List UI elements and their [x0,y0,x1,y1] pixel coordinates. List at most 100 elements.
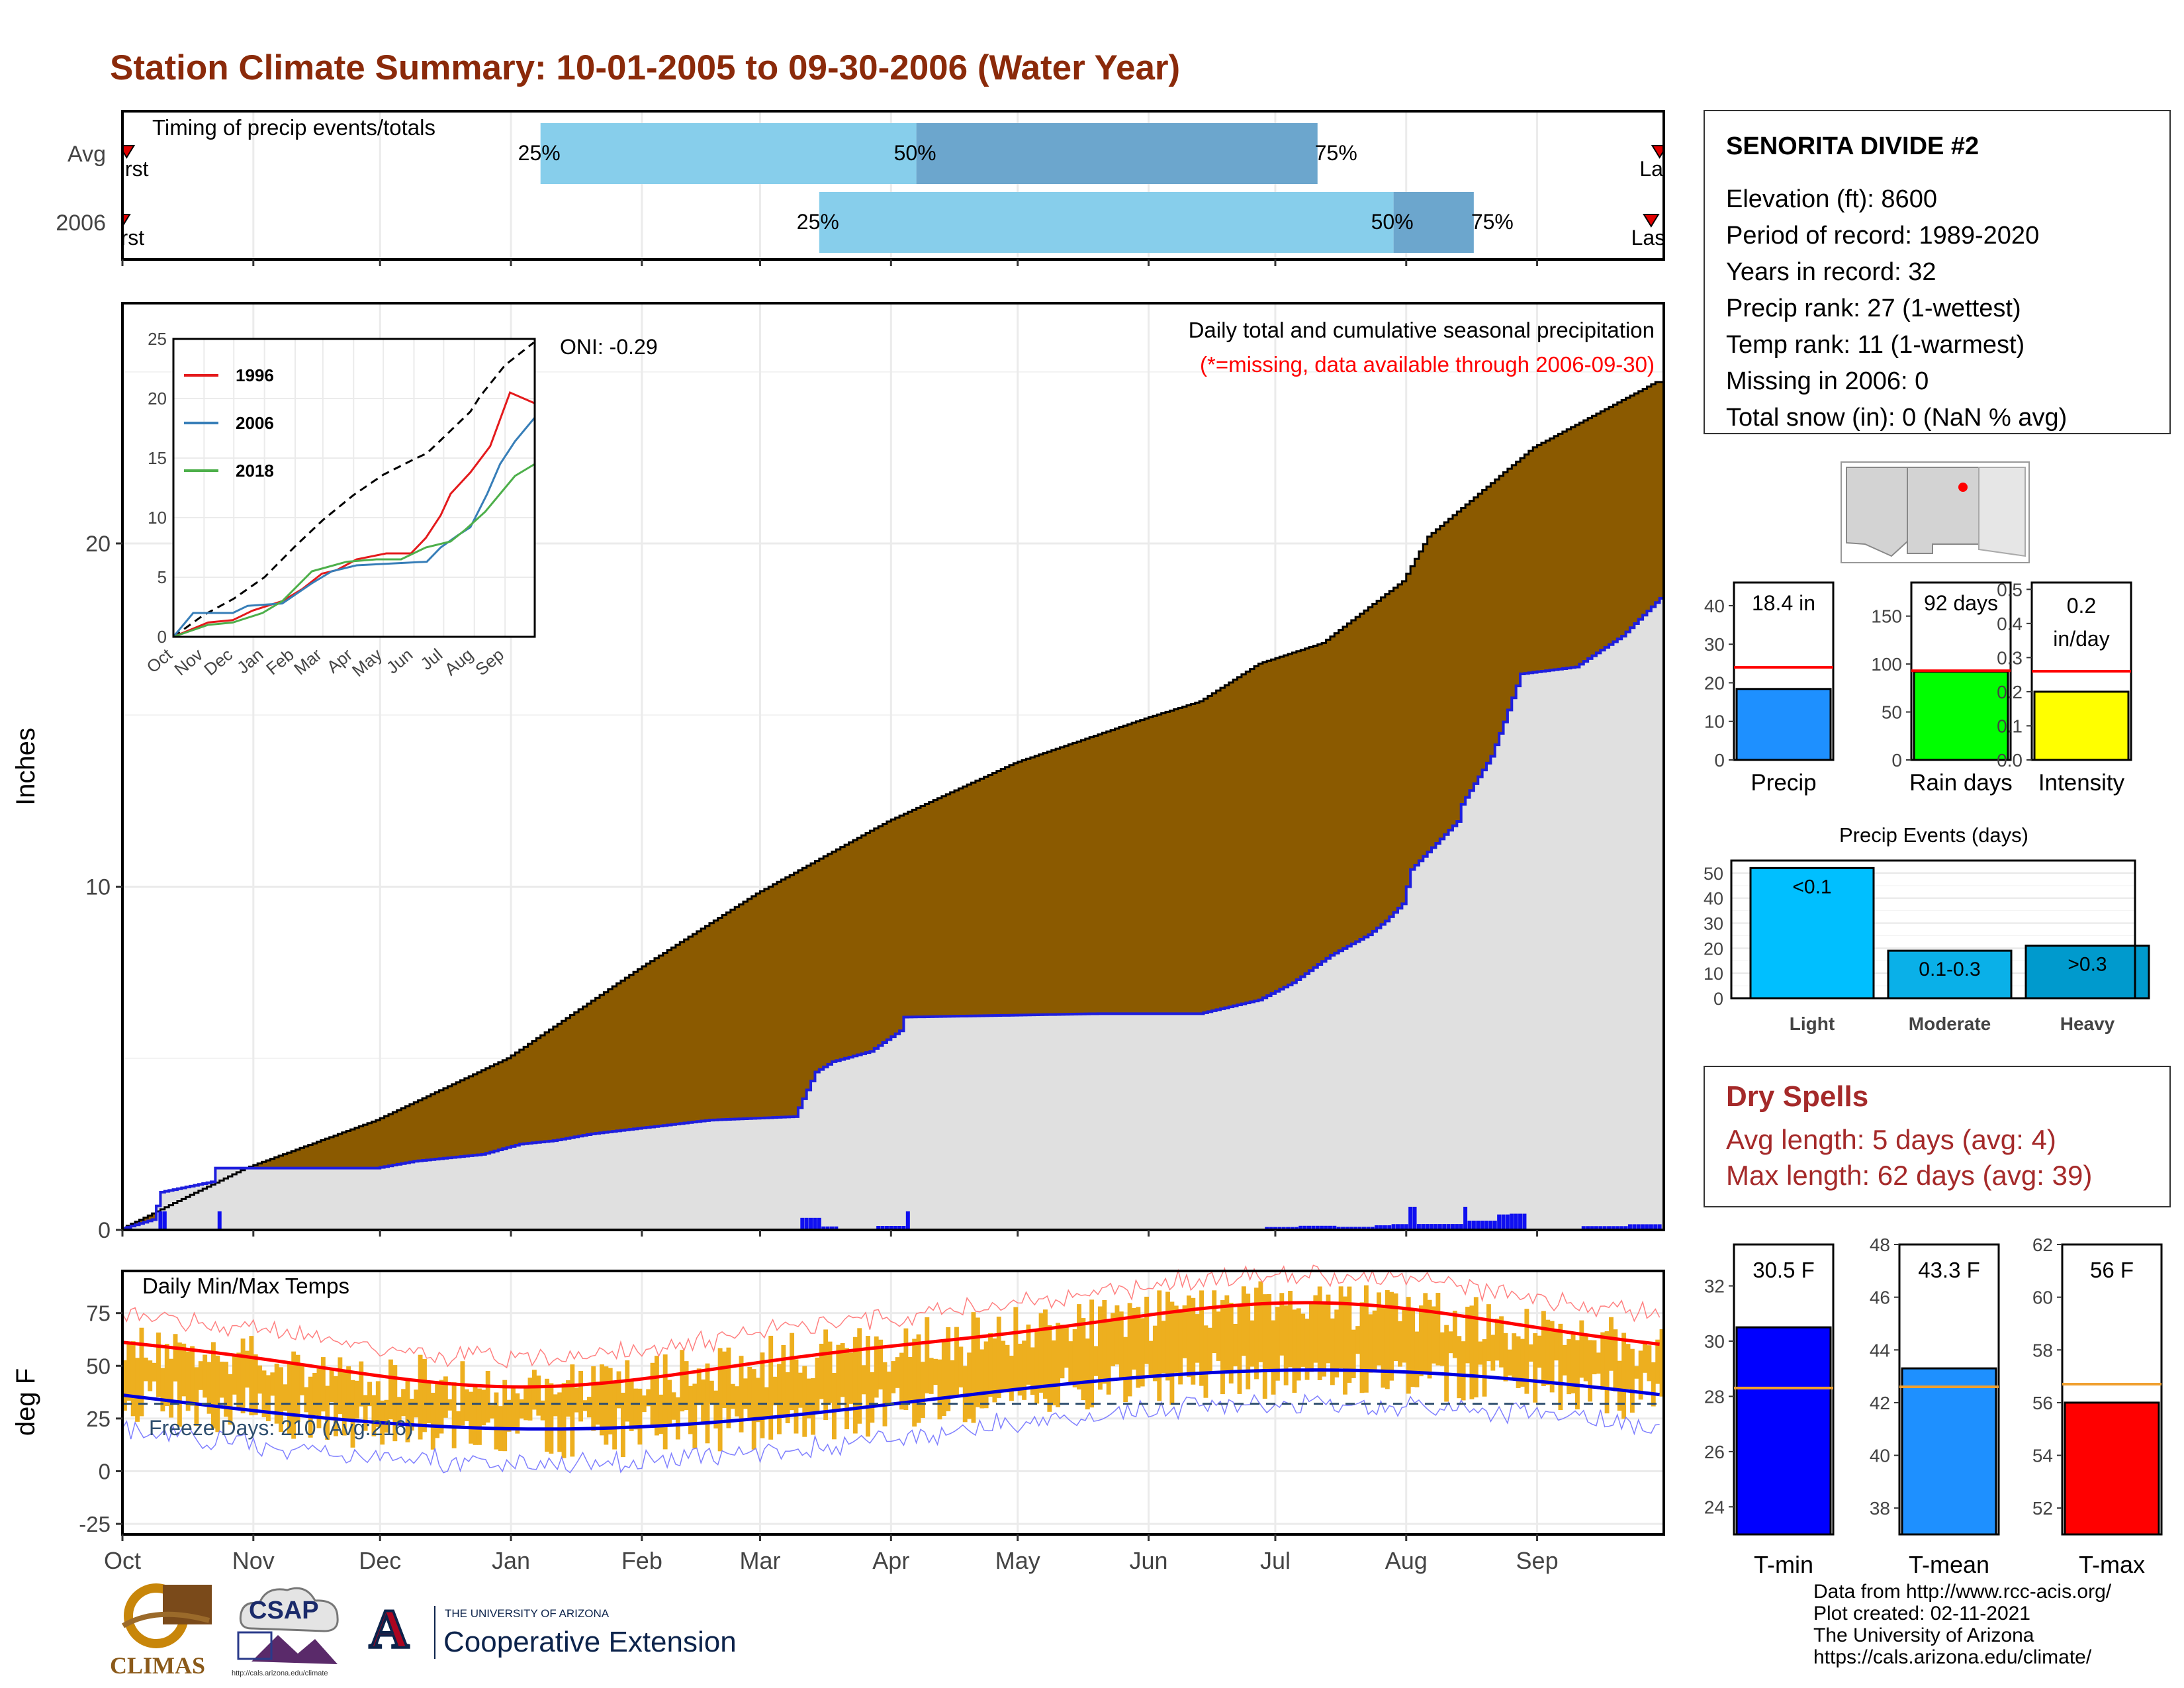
timing-mask-left [66,111,122,259]
event-bar [1749,867,1875,1000]
daily-temp-bar [662,1354,668,1450]
daily-temp-bar [299,1364,304,1395]
daily-temp-bar [279,1367,283,1432]
daily-temp-bar [1001,1340,1006,1391]
daily-temp-bar [1651,1362,1656,1407]
daily-temp-bar [1097,1306,1103,1390]
daily-precip-bar [1459,1224,1463,1230]
daily-precip-bar [1286,1227,1291,1230]
daily-precip-bar [876,1226,881,1230]
daily-precip-bar [1324,1225,1328,1230]
daily-temp-bar [329,1368,334,1403]
station-detail-line: Temp rank: 11 (1-warmest) [1726,331,2025,359]
daily-precip-bar [1290,1227,1295,1230]
daily-precip-bar [1366,1227,1371,1230]
daily-temp-bar [1570,1333,1576,1393]
daily-temp-bar [1562,1344,1567,1376]
events-panel: Precip Events (days) <0.1 Light 0.1-0.3 Mode… [1704,823,2150,1034]
timing-bar-50-75 [916,123,1318,184]
daily-temp-bar [1524,1309,1529,1394]
daily-temp-bar [561,1383,567,1458]
inset-y-tick: 5 [158,567,167,587]
summary-value-label: 0.2 [2067,594,2096,618]
daily-temp-bar [1528,1344,1533,1362]
timing-bar-50-75 [1393,192,1474,253]
daily-temp-bar [929,1358,934,1394]
daily-precip-bar [1281,1227,1286,1230]
daily-precip-bar [1345,1227,1349,1230]
daily-temp-bar [680,1350,685,1412]
summary-y-tick: 0.1 [1997,716,2023,736]
daily-temp-bar [430,1392,435,1450]
daily-temp-bar [1533,1333,1538,1403]
daily-temp-bar [1296,1308,1301,1381]
month-tick-label: Aug [1385,1547,1428,1574]
daily-temp-bar [600,1364,604,1436]
summary-y-tick: 150 [1871,606,1902,627]
daily-precip-bar [889,1226,893,1230]
daily-temp-bar [764,1387,769,1417]
daily-temp-bar [1579,1320,1584,1378]
y-tick-label: 75 [86,1301,111,1326]
climas-label: CLIMAS [110,1652,206,1679]
daily-temp-bar [1317,1286,1322,1380]
daily-precip-bar [813,1217,817,1230]
daily-temp-bar [933,1358,938,1385]
daily-precip-bar [901,1226,906,1230]
freeze-days-label: Freeze Days: 210 (Avg:216) [149,1416,414,1440]
tempbar-category-label: T-mean [1909,1551,1989,1578]
csap-label: CSAP [249,1597,319,1624]
daily-temp-bar [641,1395,647,1413]
daily-temp-bar [1030,1347,1035,1395]
temp-y-axis-label: deg F [11,1368,40,1436]
station-detail-line: Precip rank: 27 (1-wettest) [1726,295,2021,322]
tempbar-y-tick: 26 [1704,1442,1725,1462]
daily-temp-bar [443,1376,448,1418]
daily-temp-bar [1363,1285,1369,1393]
daily-temp-bar [1355,1326,1361,1354]
daily-temp-bar [1326,1294,1331,1364]
daily-temp-bar [181,1343,187,1397]
summary-y-tick: 50 [1882,702,1902,723]
daily-temp-bar [464,1389,469,1421]
daily-temp-bar [1224,1295,1230,1372]
daily-precip-bar [1446,1224,1451,1230]
daily-temp-bar [1089,1299,1095,1408]
daily-precip-bar [1594,1226,1598,1230]
daily-temp-bar [730,1383,735,1409]
daily-precip-bar [1361,1227,1366,1230]
daily-temp-bar [126,1344,132,1401]
daily-temp-bar [265,1375,271,1421]
daily-temp-bar [494,1392,499,1450]
daily-precip-bar [1619,1226,1624,1230]
daily-precip-bar [1501,1214,1506,1230]
daily-temp-bar [363,1395,368,1431]
daily-temp-bar [1043,1309,1048,1399]
daily-temp-bar [1347,1286,1352,1383]
daily-temp-bar [654,1356,659,1436]
daily-precip-bar [1488,1221,1493,1230]
daily-temp-bar [1220,1300,1225,1395]
daily-precip-bar [829,1226,834,1230]
credit-line: The University of Arizona [1813,1624,2034,1646]
daily-temp-bar [717,1348,723,1452]
daily-temp-bar [874,1336,879,1398]
daily-temp-bar [1473,1297,1479,1397]
daily-temp-bar [1173,1305,1179,1373]
daily-temp-bar [1047,1325,1052,1412]
daily-precip-bar [1416,1224,1421,1230]
daily-temp-bar [460,1361,465,1426]
precip-frame [121,302,1665,1231]
new-mexico-shape [1907,467,1979,554]
daily-temp-bar [1516,1336,1521,1388]
daily-temp-bar [1118,1311,1124,1380]
daily-temp-bar [1157,1290,1162,1401]
daily-temp-bar [523,1385,529,1421]
daily-temp-bar [469,1391,474,1444]
daily-temp-bar [1634,1366,1639,1379]
record-min-line [122,1393,1660,1474]
tempbar-y-tick: 44 [1870,1340,1890,1360]
daily-temp-bar [228,1374,233,1425]
daily-temp-bar [156,1333,161,1397]
daily-temp-bar [1465,1307,1470,1364]
